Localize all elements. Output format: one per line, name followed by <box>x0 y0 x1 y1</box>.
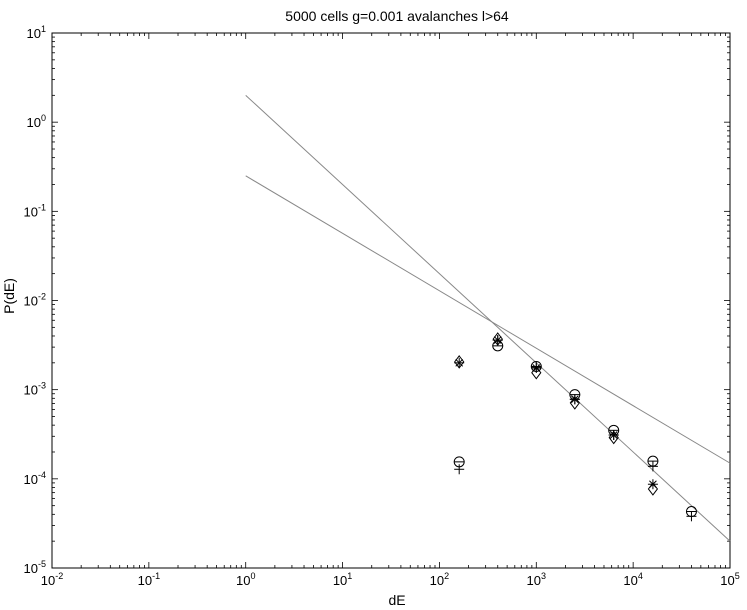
x-tick-labels: 10-2 10-1 100 101 102 103 104 105 <box>41 571 740 588</box>
y-tick-label: 100 <box>27 113 46 130</box>
plot-area <box>51 32 731 569</box>
y-tick-label: 101 <box>27 24 46 41</box>
x-tick-label: 103 <box>527 571 546 588</box>
fit-line <box>245 94 731 542</box>
x-tick-label: 100 <box>236 571 255 588</box>
diamond-marker <box>608 430 619 445</box>
x-tick-label: 101 <box>333 571 352 588</box>
diamond-marker <box>647 482 659 496</box>
data-markers <box>453 332 697 522</box>
diamond-marker <box>531 365 542 380</box>
x-tick-label: 104 <box>623 571 642 588</box>
y-tick-label: 10-3 <box>24 381 46 398</box>
plus-marker <box>454 464 465 475</box>
plus-marker <box>647 461 658 472</box>
fit-lines <box>245 94 731 542</box>
y-tick-label: 10-2 <box>24 292 46 309</box>
star-marker <box>569 394 580 405</box>
axes-box <box>51 32 731 569</box>
plus-marker <box>686 511 697 522</box>
chart-title: 5000 cells g=0.001 avalanches l>64 <box>285 8 509 24</box>
y-tick-labels: 10-5 10-4 10-3 10-2 10-1 100 101 <box>24 24 46 576</box>
fit-line <box>245 175 731 464</box>
x-tick-label: 10-1 <box>138 571 160 588</box>
diamond-marker <box>454 355 465 369</box>
diamond-marker <box>492 332 503 346</box>
x-tick-label: 10-2 <box>41 571 63 588</box>
x-tick-label: 105 <box>720 571 739 588</box>
x-axis-label: dE <box>388 592 405 608</box>
diamond-marker <box>569 396 580 410</box>
y-axis-label: P(dE) <box>1 278 17 314</box>
axis-ticks <box>51 33 730 569</box>
x-tick-label: 102 <box>430 571 449 588</box>
y-tick-label: 10-5 <box>24 559 46 576</box>
y-tick-label: 10-1 <box>24 202 46 219</box>
y-tick-label: 10-4 <box>24 470 46 487</box>
